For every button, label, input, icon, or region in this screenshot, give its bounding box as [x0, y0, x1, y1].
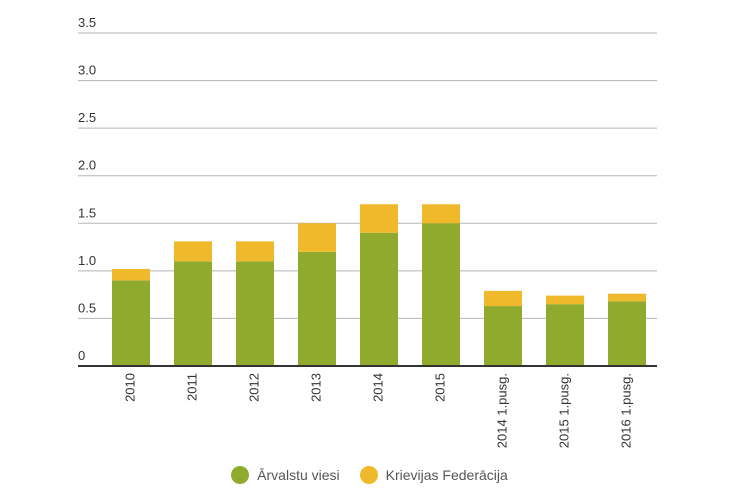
bar-krievijas-federacija[interactable] — [174, 241, 212, 262]
bar-arvalstu-viesi[interactable] — [298, 251, 336, 366]
y-tick-label: 0.5 — [78, 300, 96, 315]
bar-krievijas-federacija[interactable] — [298, 223, 336, 252]
bar-arvalstu-viesi[interactable] — [608, 301, 646, 366]
legend-swatch-arvalstu-viesi — [231, 466, 250, 484]
y-tick-label: 3.0 — [78, 63, 96, 78]
y-tick-label: 0 — [78, 348, 85, 363]
legend-item-krievijas-federacija[interactable]: Krievijas Federācija — [359, 466, 508, 484]
bar-arvalstu-viesi[interactable] — [546, 304, 584, 366]
y-tick-label: 1.5 — [78, 205, 96, 220]
bar-arvalstu-viesi[interactable] — [360, 232, 398, 366]
x-tick-label: 2014 1.pusg. — [494, 373, 509, 448]
bar-arvalstu-viesi[interactable] — [112, 280, 150, 366]
x-tick-label: 2014 — [370, 373, 385, 402]
bar-arvalstu-viesi[interactable] — [484, 306, 522, 366]
y-tick-label: 3.5 — [78, 15, 96, 30]
x-tick-label: 2011 — [184, 373, 199, 401]
y-tick-label: 2.5 — [78, 110, 96, 125]
x-tick-label: 2015 1.pusg. — [556, 373, 571, 448]
x-tick-label: 2015 — [432, 373, 447, 402]
bar-krievijas-federacija[interactable] — [484, 290, 522, 307]
legend: Ārvalstu viesi Krievijas Federācija — [0, 466, 739, 484]
y-axis-ticks: 0 0.5 1.0 1.5 2.0 2.5 3.0 3.5 — [78, 15, 96, 363]
x-tick-label: 2013 — [308, 373, 323, 402]
legend-label-arvalstu-viesi: Ārvalstu viesi — [257, 467, 340, 483]
legend-label-krievijas-federacija: Krievijas Federācija — [385, 467, 508, 483]
bar-krievijas-federacija[interactable] — [546, 295, 584, 305]
x-tick-label: 2012 — [246, 373, 261, 402]
legend-swatch-krievijas-federacija — [359, 466, 378, 484]
bar-krievijas-federacija[interactable] — [236, 241, 274, 262]
bar-arvalstu-viesi[interactable] — [236, 261, 274, 366]
bar-arvalstu-viesi[interactable] — [422, 223, 460, 366]
bar-krievijas-federacija[interactable] — [422, 204, 460, 224]
x-tick-label: 2010 — [122, 373, 137, 402]
x-axis-ticks: 2010 2011 2012 2013 2014 2015 2014 1.pusg. 2015… — [122, 373, 633, 448]
y-tick-label: 2.0 — [78, 158, 96, 173]
bar-krievijas-federacija[interactable] — [360, 204, 398, 233]
bars — [112, 204, 646, 366]
bar-krievijas-federacija[interactable] — [112, 268, 150, 281]
y-tick-label: 1.0 — [78, 253, 96, 268]
bar-krievijas-federacija[interactable] — [608, 293, 646, 302]
bar-arvalstu-viesi[interactable] — [174, 261, 212, 366]
x-tick-label: 2016 1.pusg. — [618, 373, 633, 448]
legend-item-arvalstu-viesi[interactable]: Ārvalstu viesi — [231, 466, 340, 484]
